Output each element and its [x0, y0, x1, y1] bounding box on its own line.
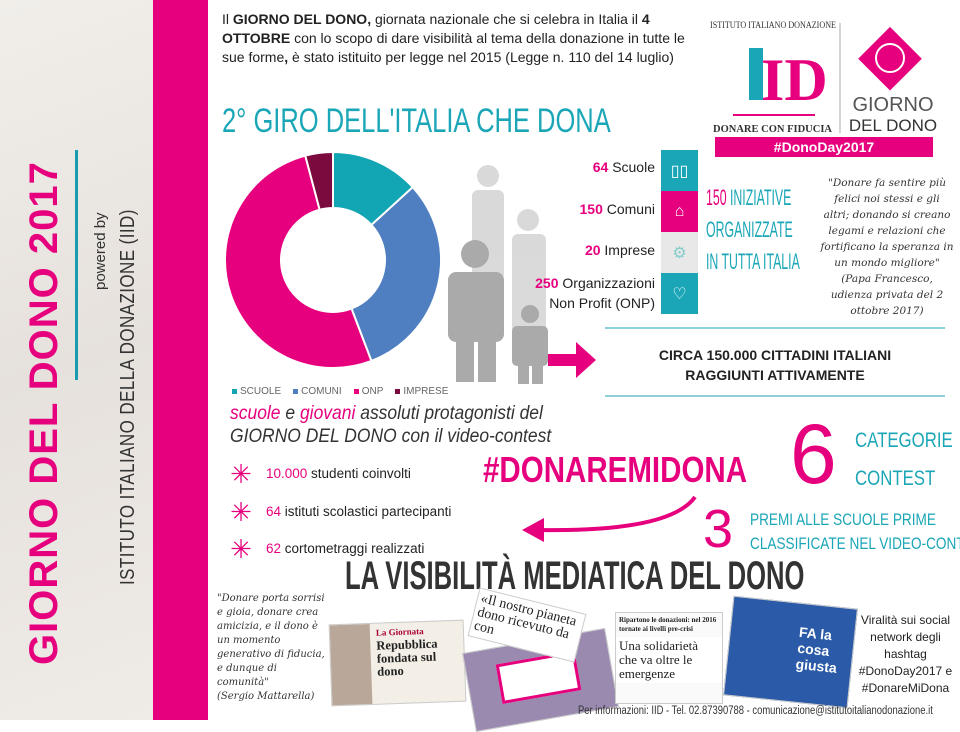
powered-by: powered by [92, 212, 109, 290]
stat-comuni: 150 Comuni [579, 201, 656, 217]
bullet-students: ✳ 10.000 studenti coinvolti [230, 459, 411, 489]
prizes-count: 3 [703, 499, 734, 559]
divider [605, 327, 945, 329]
donut-chart [224, 150, 442, 369]
categories-count: 6 [790, 407, 837, 501]
institute-name: ISTITUTO ITALIANO DELLA DONAZIONE (IID) [117, 209, 139, 585]
categories-label: CATEGORIE CONTEST [855, 429, 953, 490]
initiatives-text: 150 INIZIATIVE ORGANIZZATE IN TUTTA ITALIA [706, 185, 800, 274]
divider [605, 395, 945, 397]
legend-item: IMPRESE [395, 386, 448, 398]
schools-heading: scuole e giovani assoluti protagonisti d… [230, 403, 552, 447]
svg-text:GIORNO: GIORNO [852, 94, 933, 116]
contest-hashtag: #DONAREMIDONA [483, 449, 748, 490]
donut-slice-comuni [350, 185, 442, 363]
asterisk-icon: ✳ [230, 497, 252, 527]
logo-monogram: ID [761, 47, 828, 113]
bullet-shorts: ✳ 62 cortometraggi realizzati [230, 534, 425, 564]
tv-screenshot: FA la cosa giusta [723, 595, 858, 709]
side-title: GIORNO DEL DONO 2017 [22, 161, 66, 665]
press-clip: Ripartono le donazioni: nel 2016 tornate… [615, 612, 723, 704]
book-icon: ▯▯ [661, 150, 698, 191]
magenta-strip [153, 0, 208, 720]
legend-item: COMUNI [293, 386, 342, 398]
chart-legend: SCUOLE COMUNI ONP IMPRESE [232, 386, 448, 398]
contact-footer: Per informazioni: IID - Tel. 02.87390788… [578, 705, 933, 717]
donut-slice-onp [224, 154, 373, 369]
legend-marker [395, 388, 401, 394]
asterisk-icon: ✳ [230, 459, 252, 489]
legend-item: SCUOLE [232, 386, 281, 398]
legend-item: ONP [353, 386, 383, 398]
stat-onp: 250 Organizzazioni Non Profit (ONP) [535, 275, 655, 311]
people-icon [448, 165, 548, 384]
legend-marker [232, 388, 237, 394]
mattarella-quote: "Donare porta sorrisi e gioia, donare cr… [217, 593, 325, 702]
curved-arrow-icon [522, 495, 697, 542]
divider [75, 150, 78, 380]
legend-marker [293, 388, 299, 394]
prizes-label: PREMI ALLE SCUOLE PRIME CLASSIFICATE NEL … [750, 510, 960, 553]
legend-marker [353, 388, 359, 394]
gears-icon: ⚙ [661, 232, 698, 273]
section-title: 2° GIRO DELL'ITALIA CHE DONA [222, 102, 611, 140]
stat-scuole: 64 Scuole [592, 159, 655, 175]
bullet-schools: ✳ 64 istituti scolastici partecipanti [230, 497, 452, 527]
svg-text:#DonoDay2017: #DonoDay2017 [774, 139, 875, 155]
social-virality: Viralità sui social network degli hashta… [858, 613, 953, 695]
arrow-right-icon [548, 342, 596, 378]
building-icon: ⌂ [661, 191, 698, 232]
logo-ring-text: ISTITUTO ITALIANO DONAZIONE [710, 20, 836, 30]
stat-imprese: 20 Imprese [584, 242, 655, 258]
heart-icon: ♡ [661, 273, 698, 314]
logo: ISTITUTO ITALIANO DONAZIONE ID DONARE CO… [705, 8, 950, 158]
visibility-title: LA VISIBILITÀ MEDIATICA DEL DONO [345, 554, 805, 598]
pope-quote: "Donare fa sentire più felici noi stessi… [820, 177, 954, 317]
svg-text:DONARE CON FIDUCIA: DONARE CON FIDUCIA [713, 124, 832, 135]
press-clip: La Giornata Repubblica fondata sul dono [328, 619, 467, 707]
asterisk-icon: ✳ [230, 534, 252, 564]
svg-text:DEL DONO: DEL DONO [849, 116, 937, 135]
category-icons: ▯▯ ⌂ ⚙ ♡ [661, 150, 698, 314]
donut-slice-imprese [304, 150, 334, 211]
side-panel: GIORNO DEL DONO 2017 powered by ISTITUTO… [0, 0, 153, 720]
reach-text: CIRCA 150.000 CITTADINI ITALIANI RAGGIUNT… [658, 347, 892, 383]
intro-text: Il GIORNO DEL DONO, giornata nazionale c… [222, 11, 685, 65]
